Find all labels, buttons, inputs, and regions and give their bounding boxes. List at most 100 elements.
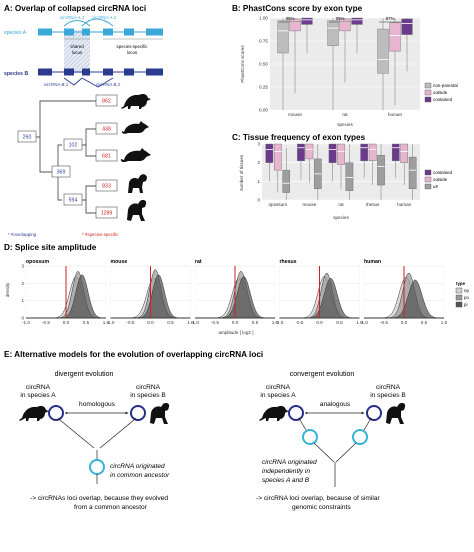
panel-d-legend: type np po pi <box>455 281 469 308</box>
species-a-exon <box>146 28 163 36</box>
panel-b-axes: 0.00 0.25 0.50 0.75 1.00 mouse rat human <box>259 16 402 118</box>
svg-text:833: 833 <box>102 184 111 190</box>
y-tick-label: 0.75 <box>259 39 268 44</box>
conv-conclusion-line1: -> circRNA loci overlap, because of simi… <box>256 495 380 502</box>
circ-b2-label: circRNA-B.2 <box>96 82 121 87</box>
div-circ-b-line2: in species B <box>130 392 166 399</box>
box-contained <box>391 143 400 161</box>
box-outside <box>289 18 301 32</box>
box-outside <box>339 18 351 32</box>
panel-d: D: Splice site amplitude opossum 0 1 2 3 -1.0… <box>4 243 469 335</box>
mouse-icon <box>121 121 149 134</box>
div-branch-b <box>99 417 137 449</box>
x-tick-label: 1.0 <box>441 320 448 325</box>
x-tick-label: human <box>397 202 411 207</box>
y-tick-label: 1 <box>21 298 24 303</box>
legend-swatch-outside <box>424 89 432 96</box>
legend-outside-c: outside <box>433 177 448 182</box>
facet-title: opossum <box>26 259 49 265</box>
panel-b-xlabel: species <box>337 122 353 127</box>
x-tick-label: 0.0 <box>232 320 239 325</box>
conv-link-a <box>297 417 307 431</box>
tree-node-overlapping-rodents: 102 <box>63 138 83 151</box>
panel-d-xlabel: amplitude [ log2 ] <box>219 330 254 335</box>
panel-c-xlabel: species <box>333 215 349 220</box>
tree-leaf-rat: 681 <box>95 149 118 162</box>
box-utr <box>377 154 385 186</box>
div-circle-a <box>48 405 64 421</box>
legend-swatch-po <box>455 294 463 301</box>
panel-a-title: A: Overlap of collapsed circRNA loci <box>4 4 146 13</box>
conv-origin-circle-b <box>352 429 368 445</box>
species-a-exon <box>103 28 113 36</box>
tree-node-overlapping-eutheria: 369 <box>51 165 71 178</box>
conv-origin-line3: species A and B <box>262 477 310 484</box>
panel-d-title: D: Splice site amplitude <box>4 243 97 252</box>
legend-utr: utr <box>433 184 439 189</box>
panel-e: E: Alternative models for the evolution … <box>4 350 406 511</box>
panel-c-boxes <box>265 143 417 200</box>
y-tick-label: 2 <box>257 160 260 165</box>
pct-rat: 95% <box>336 16 345 21</box>
legend-np: np <box>464 288 469 293</box>
svg-text:260: 260 <box>23 135 32 141</box>
tree-leaf-human: 1289 <box>95 206 118 219</box>
x-tick-label: -0.5 <box>380 320 388 325</box>
div-origin-line2: in common ancestor <box>110 472 170 479</box>
x-tick-label: 0.0 <box>401 320 408 325</box>
x-tick-label: 1.0 <box>187 320 194 325</box>
facet-title: mouse <box>111 259 128 265</box>
panel-b-ylabel: PhastCons scores <box>240 45 245 83</box>
y-tick-label: 0 <box>21 316 24 321</box>
box-non-parental <box>377 28 389 74</box>
x-tick-label: 0.5 <box>336 320 343 325</box>
div-conclusion-line1: -> circRNAs loci overlap, because they e… <box>30 495 168 502</box>
box-contained <box>360 143 368 161</box>
tree-leaf-rhesus: 833 <box>95 179 118 192</box>
rhesus-icon <box>128 174 147 193</box>
circ-b2-arc <box>81 77 114 88</box>
box-contained <box>401 18 413 35</box>
x-tick-label: 1.0 <box>272 320 279 325</box>
x-tick-label: 0.5 <box>83 320 90 325</box>
panel-a: A: Overlap of collapsed circRNA loci spe… <box>4 4 163 237</box>
opossum-icon <box>121 94 151 109</box>
box-outside <box>389 22 401 52</box>
conv-circle-a <box>288 405 304 421</box>
species-a-exon <box>38 28 52 36</box>
conv-opossum-icon <box>259 406 289 421</box>
species-a-label: species A <box>4 30 27 36</box>
conv-branch-b <box>335 442 357 463</box>
panel-d-ylabel: density <box>5 282 10 297</box>
shared-locus-label-2: locus <box>72 50 83 55</box>
conv-circ-b-line2: in species B <box>370 392 406 399</box>
svg-text:862: 862 <box>102 99 111 105</box>
shared-locus-label: shared <box>70 44 84 49</box>
x-tick-label: -0.5 <box>296 320 304 325</box>
panel-b-boxes <box>277 17 413 110</box>
x-tick-label: 0.5 <box>421 320 428 325</box>
divergent-title: divergent evolution <box>55 371 114 378</box>
species-b-exon <box>124 68 134 76</box>
box-utr <box>345 162 354 191</box>
x-tick-label: 0.5 <box>167 320 174 325</box>
box-contained <box>297 143 305 161</box>
x-tick-label: rat <box>342 112 348 117</box>
legend-swatch-outside-c <box>424 176 432 183</box>
box-outside <box>273 143 282 171</box>
pct-human: 87% <box>386 16 395 21</box>
panel-b-title: B: PhastCons score by exon type <box>232 4 363 13</box>
species-b-exon <box>64 68 74 76</box>
div-homologous-label: homologous <box>79 401 116 408</box>
legend-po: po <box>464 295 469 300</box>
panel-d-facets: opossum 0 1 2 3 -1.0 -0.5 0.0 0.5 1.0 mouse -1.0 -0.… <box>21 259 447 325</box>
x-tick-label: mouse <box>303 202 317 207</box>
x-tick-label: rhesus <box>366 202 380 207</box>
x-tick-label: -0.5 <box>127 320 135 325</box>
box-non-parental <box>327 20 339 46</box>
y-tick-label: 0.25 <box>259 85 268 90</box>
x-tick-label: -0.5 <box>42 320 50 325</box>
species-a-exon <box>124 28 134 36</box>
legend-type-title: type <box>456 281 466 286</box>
